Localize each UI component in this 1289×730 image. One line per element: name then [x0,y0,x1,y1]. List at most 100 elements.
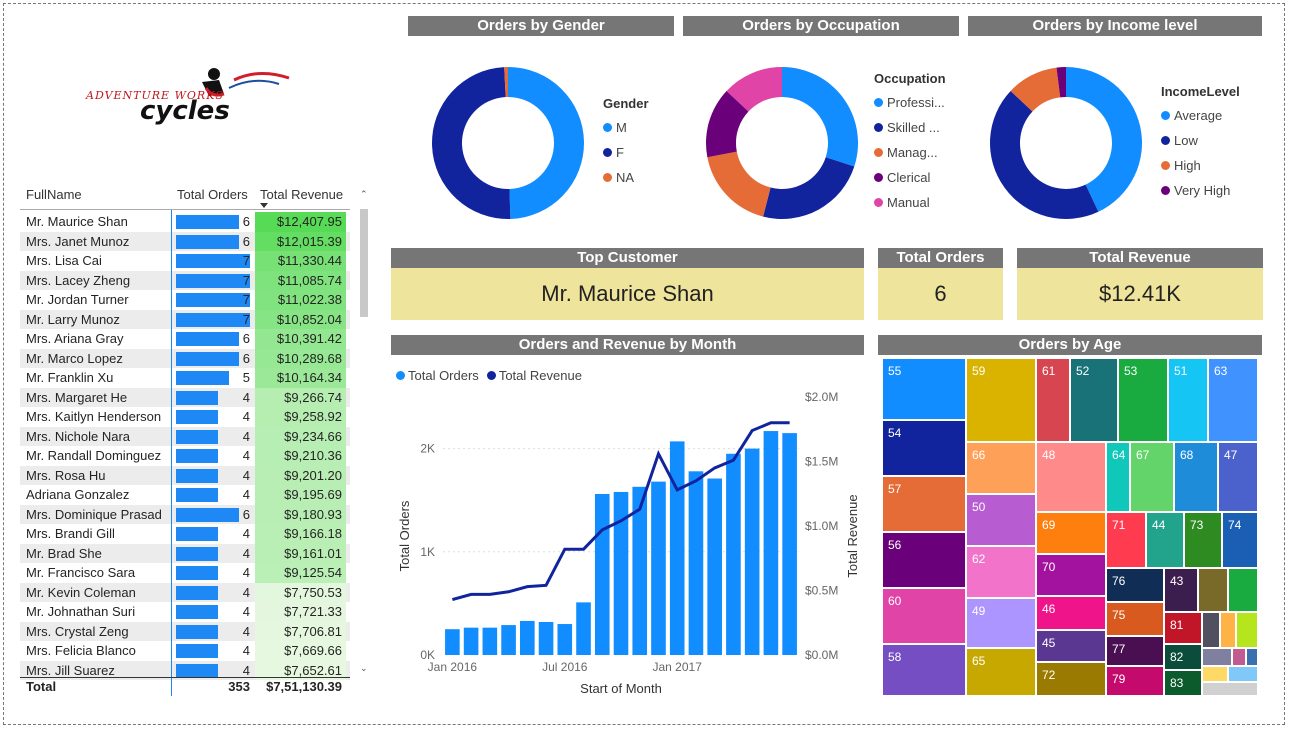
treemap-cell-age-58[interactable]: 58 [882,644,966,696]
donut-slice-manag[interactable] [707,151,771,217]
treemap-cell-age-83[interactable]: 83 [1164,670,1202,696]
table-row[interactable]: Adriana Gonzalez 4 $9,195.69 [20,485,350,505]
table-row[interactable]: Mrs. Lacey Zheng 7 $11,085.74 [20,270,350,290]
orders-bar[interactable] [688,471,704,655]
legend-orders[interactable]: Total Orders [396,368,479,383]
scroll-up-icon[interactable]: ⌃ [360,189,368,199]
legend-item[interactable]: Very High [1161,178,1240,203]
legend-item[interactable]: F [603,140,649,165]
donut-slice-clerical[interactable] [706,90,749,158]
orders-bar[interactable] [594,494,610,655]
legend-item[interactable]: Skilled ... [874,115,946,140]
treemap-cell-age-68[interactable]: 68 [1174,442,1218,512]
occupation-donut[interactable] [704,65,860,221]
table-row[interactable]: Mr. Francisco Sara 4 $9,125.54 [20,563,350,583]
donut-slice-na[interactable] [504,67,508,98]
treemap-cell-small[interactable] [1202,648,1232,666]
table-row[interactable]: Mrs. Kaitlyn Henderson 4 $9,258.92 [20,407,350,427]
orders-bar[interactable] [538,621,554,655]
treemap-cell-small[interactable] [1236,612,1258,648]
table-row[interactable]: Mrs. Janet Munoz 6 $12,015.39 [20,231,350,251]
revenue-line[interactable] [451,421,790,601]
table-row[interactable]: Mr. Franklin Xu 5 $10,164.34 [20,368,350,388]
treemap-cell-age-47[interactable]: 47 [1218,442,1258,512]
orders-bar[interactable] [651,481,666,655]
treemap-cell-age-71[interactable]: 71 [1106,512,1146,568]
table-row[interactable]: Mr. Brad She 4 $9,161.01 [20,543,350,563]
orders-bar[interactable] [632,486,648,655]
legend-item[interactable]: Manual [874,190,946,215]
treemap-cell-age-61[interactable]: 61 [1036,358,1070,442]
orders-bar[interactable] [744,448,760,655]
gender-donut[interactable] [430,65,586,221]
col-header-revenue[interactable]: Total Revenue [260,187,344,202]
treemap-cell-age-59[interactable]: 59 [966,358,1036,442]
treemap-cell-age-81[interactable]: 81 [1164,612,1202,644]
treemap-cell-small[interactable] [1220,612,1236,648]
table-row[interactable]: Mrs. Dominique Prasad 6 $9,180.93 [20,504,350,524]
treemap-cell-small[interactable] [1202,666,1228,682]
treemap-cell-small[interactable] [1198,568,1228,612]
donut-slice-veryhigh[interactable] [1056,67,1066,98]
treemap-cell-age-74[interactable]: 74 [1222,512,1258,568]
table-row[interactable]: Mrs. Brandi Gill 4 $9,166.18 [20,524,350,544]
donut-slice-high[interactable] [1010,67,1061,112]
treemap-cell-age-56[interactable]: 56 [882,532,966,588]
donut-slice-skilled[interactable] [763,157,855,220]
orders-bar[interactable] [445,629,460,655]
treemap-cell-age-57[interactable]: 57 [882,476,966,532]
orders-bar[interactable] [576,602,591,655]
treemap-cell-age-44[interactable]: 44 [1146,512,1184,568]
income-donut[interactable] [988,65,1144,221]
legend-item[interactable]: Low [1161,128,1240,153]
col-header-name[interactable]: FullName [26,187,82,202]
orders-bar[interactable] [726,453,741,655]
donut-slice-f[interactable] [431,67,511,219]
legend-item[interactable]: M [603,115,649,140]
treemap-cell-age-60[interactable]: 60 [882,588,966,644]
treemap-cell-age-48[interactable]: 48 [1036,442,1106,512]
treemap-cell-age-79[interactable]: 79 [1106,666,1164,696]
orders-bar[interactable] [763,431,779,655]
treemap-cell-age-53[interactable]: 53 [1118,358,1168,442]
treemap-cell-small[interactable] [1202,682,1258,696]
table-row[interactable]: Mrs. Ariana Gray 6 $10,391.42 [20,329,350,349]
orders-bar[interactable] [520,620,535,655]
col-header-orders[interactable]: Total Orders [177,187,248,202]
treemap-cell-age-67[interactable]: 67 [1130,442,1174,512]
treemap-cell-small[interactable] [1228,568,1258,612]
treemap-cell-age-45[interactable]: 45 [1036,630,1106,662]
treemap-cell-age-52[interactable]: 52 [1070,358,1118,442]
table-row[interactable]: Mrs. Rosa Hu 4 $9,201.20 [20,465,350,485]
scroll-thumb[interactable] [360,209,368,317]
table-scrollbar[interactable]: ⌃ ⌄ [358,185,370,680]
table-row[interactable]: Mr. Maurice Shan 6 $12,407.95 [20,212,350,232]
treemap-cell-age-75[interactable]: 75 [1106,602,1164,636]
table-row[interactable]: Mr. Johnathan Suri 4 $7,721.33 [20,602,350,622]
legend-item[interactable]: High [1161,153,1240,178]
treemap-cell-age-62[interactable]: 62 [966,546,1036,598]
donut-slice-professi[interactable] [782,67,858,167]
table-row[interactable]: Mrs. Jill Suarez 4 $7,652.61 [20,660,350,680]
treemap-cell-age-69[interactable]: 69 [1036,512,1106,554]
treemap-cell-small[interactable] [1228,666,1258,682]
treemap-cell-small[interactable] [1232,648,1246,666]
orders-bar[interactable] [782,433,797,655]
treemap-cell-small[interactable] [1202,612,1220,648]
treemap-cell-age-72[interactable]: 72 [1036,662,1106,696]
scroll-down-icon[interactable]: ⌄ [360,663,368,673]
table-row[interactable]: Mr. Kevin Coleman 4 $7,750.53 [20,582,350,602]
treemap-cell-age-73[interactable]: 73 [1184,512,1222,568]
legend-item[interactable]: Manag... [874,140,946,165]
donut-slice-average[interactable] [1066,67,1142,212]
treemap-cell-age-82[interactable]: 82 [1164,644,1202,670]
table-row[interactable]: Mr. Randall Dominguez 4 $9,210.36 [20,446,350,466]
legend-revenue[interactable]: Total Revenue [486,368,582,383]
donut-slice-m[interactable] [508,67,584,219]
legend-item[interactable]: Professi... [874,90,946,115]
donut-slice-manual[interactable] [726,67,782,112]
orders-bar[interactable] [463,627,479,655]
treemap-cell-age-63[interactable]: 63 [1208,358,1258,442]
treemap-cell-age-65[interactable]: 65 [966,648,1036,696]
treemap-cell-small[interactable] [1246,648,1258,666]
